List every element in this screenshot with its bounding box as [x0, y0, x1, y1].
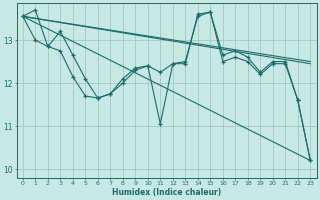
X-axis label: Humidex (Indice chaleur): Humidex (Indice chaleur): [112, 188, 221, 197]
